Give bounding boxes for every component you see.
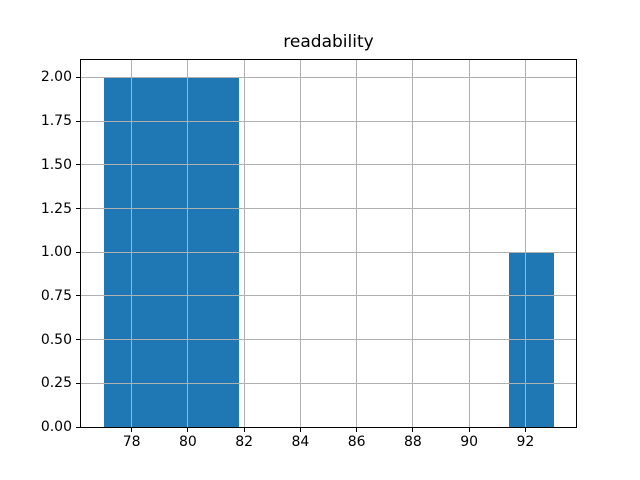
grid-line-vertical: [131, 60, 133, 427]
x-tick-mark: [468, 428, 470, 432]
grid-line-horizontal: [81, 76, 576, 78]
x-tick-label: 90: [460, 434, 479, 450]
y-tick-label: 1.50: [40, 156, 72, 173]
y-tick-mark: [76, 76, 80, 78]
grid-line-vertical: [356, 60, 358, 427]
x-tick-mark: [299, 428, 301, 432]
x-tick-label: 88: [403, 434, 422, 450]
grid-line-vertical: [412, 60, 414, 427]
y-tick-label: 0.00: [40, 419, 72, 435]
x-tick-label: 92: [516, 434, 535, 450]
grid-line-vertical: [243, 60, 245, 427]
x-tick-mark: [187, 428, 189, 432]
grid-line-vertical: [524, 60, 526, 427]
grid-layer: [81, 60, 576, 427]
x-tick-label: 82: [235, 434, 254, 450]
x-tick-mark: [243, 428, 245, 432]
grid-line-horizontal: [81, 339, 576, 341]
y-tick-label: 0.75: [40, 287, 72, 304]
y-tick-label: 1.75: [40, 113, 72, 130]
y-tick-label: 0.50: [40, 331, 72, 348]
x-tick-mark: [356, 428, 358, 432]
x-tick-mark: [412, 428, 414, 432]
x-tick-label: 84: [291, 434, 310, 450]
y-tick-mark: [76, 120, 80, 122]
grid-line-horizontal: [81, 251, 576, 253]
y-tick-label: 2.00: [40, 69, 72, 86]
chart-title: readability: [283, 32, 374, 52]
grid-line-vertical: [468, 60, 470, 427]
y-tick-mark: [76, 208, 80, 210]
grid-line-vertical: [299, 60, 301, 427]
grid-line-vertical: [187, 60, 189, 427]
y-tick-mark: [76, 426, 80, 428]
y-tick-mark: [76, 382, 80, 384]
grid-line-horizontal: [81, 208, 576, 210]
y-tick-mark: [76, 251, 80, 253]
grid-line-horizontal: [81, 382, 576, 384]
grid-line-horizontal: [81, 295, 576, 297]
x-tick-label: 80: [178, 434, 197, 450]
y-tick-label: 0.25: [40, 375, 72, 392]
x-tick-mark: [131, 428, 133, 432]
grid-line-horizontal: [81, 164, 576, 166]
x-tick-label: 86: [347, 434, 366, 450]
grid-line-horizontal: [81, 120, 576, 122]
y-tick-mark: [76, 295, 80, 297]
y-tick-label: 1.25: [40, 200, 72, 217]
y-tick-mark: [76, 164, 80, 166]
y-tick-mark: [76, 339, 80, 341]
x-tick-label: 78: [122, 434, 141, 450]
x-tick-mark: [524, 428, 526, 432]
plot-area: [80, 59, 577, 428]
y-tick-label: 1.00: [40, 244, 72, 261]
